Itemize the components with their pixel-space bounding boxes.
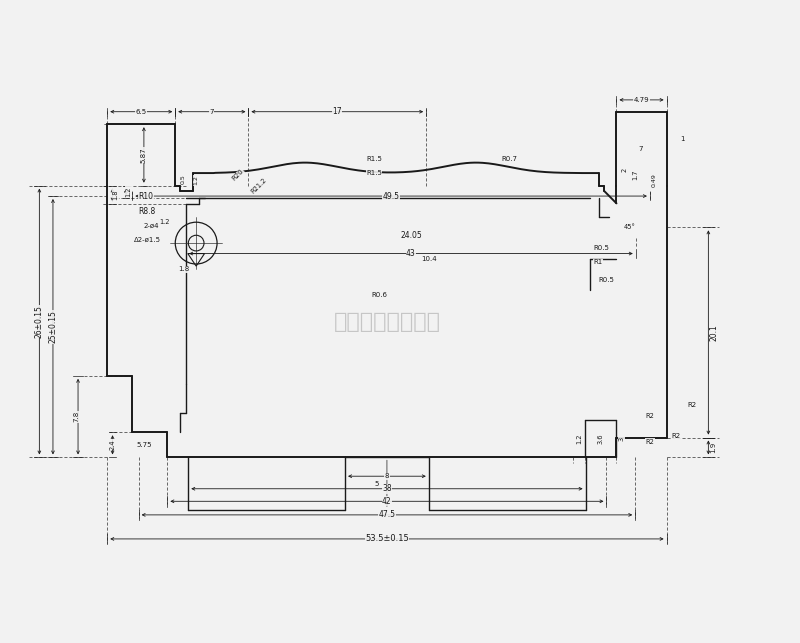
Text: 3: 3 (618, 437, 625, 440)
Text: 2-ø4: 2-ø4 (144, 222, 159, 228)
Text: 17: 17 (333, 107, 342, 116)
Text: R20: R20 (231, 168, 245, 182)
Text: 1.2: 1.2 (576, 433, 582, 444)
Text: 2: 2 (622, 168, 628, 172)
Text: 38: 38 (382, 484, 392, 493)
Text: R2: R2 (646, 439, 654, 445)
Text: R10: R10 (138, 192, 154, 201)
Text: 3.6: 3.6 (598, 433, 604, 444)
Text: 1.8: 1.8 (113, 190, 118, 200)
Text: 1.2: 1.2 (159, 219, 170, 225)
Text: 20.1: 20.1 (709, 324, 718, 341)
Text: 5.75: 5.75 (136, 442, 152, 448)
Text: 53.5±0.15: 53.5±0.15 (365, 534, 409, 543)
Text: 0.49: 0.49 (651, 174, 657, 187)
Text: 24.05: 24.05 (400, 231, 422, 240)
Text: 1.7: 1.7 (632, 170, 638, 181)
Text: 1.2: 1.2 (194, 176, 198, 185)
Text: Δ2-ø1.5: Δ2-ø1.5 (134, 237, 161, 243)
Text: 45°: 45° (624, 224, 636, 230)
Text: 49.5: 49.5 (382, 192, 400, 201)
Text: R0.5: R0.5 (594, 246, 610, 251)
Text: 7.8: 7.8 (73, 411, 79, 422)
Text: R1.5: R1.5 (366, 170, 382, 176)
Text: 1: 1 (680, 136, 685, 141)
Text: R1: R1 (594, 259, 602, 265)
Text: 7: 7 (638, 146, 642, 152)
Text: R2: R2 (646, 413, 654, 419)
Text: 8: 8 (385, 473, 389, 479)
Text: R2: R2 (672, 433, 681, 439)
Text: 26±0.15: 26±0.15 (35, 305, 44, 338)
Text: 10.4: 10.4 (421, 256, 437, 262)
Text: 47.5: 47.5 (378, 511, 395, 520)
Text: 5.87: 5.87 (141, 147, 147, 163)
Text: 43: 43 (406, 249, 416, 258)
Text: R21.2: R21.2 (250, 177, 268, 195)
Text: 42: 42 (382, 497, 392, 506)
Text: R1.5: R1.5 (366, 156, 382, 163)
Text: R0.7: R0.7 (502, 156, 518, 163)
Text: R2: R2 (687, 402, 697, 408)
Text: R0.5: R0.5 (598, 276, 614, 283)
Text: 1.9: 1.9 (710, 442, 717, 453)
Text: 深圳市林发散热器: 深圳市林发散热器 (334, 311, 441, 332)
Text: 5: 5 (374, 480, 378, 487)
Text: 2.4: 2.4 (110, 440, 115, 450)
Text: 6.5: 6.5 (136, 109, 147, 114)
Text: R8.8: R8.8 (138, 207, 156, 216)
Text: R0.6: R0.6 (371, 293, 387, 298)
Text: 7: 7 (210, 109, 214, 114)
Text: 4.79: 4.79 (634, 97, 650, 103)
Text: 1.8: 1.8 (178, 266, 190, 272)
Text: 25±0.15: 25±0.15 (49, 311, 58, 343)
Text: 0.5: 0.5 (181, 174, 186, 184)
Text: 1.2: 1.2 (126, 186, 131, 197)
